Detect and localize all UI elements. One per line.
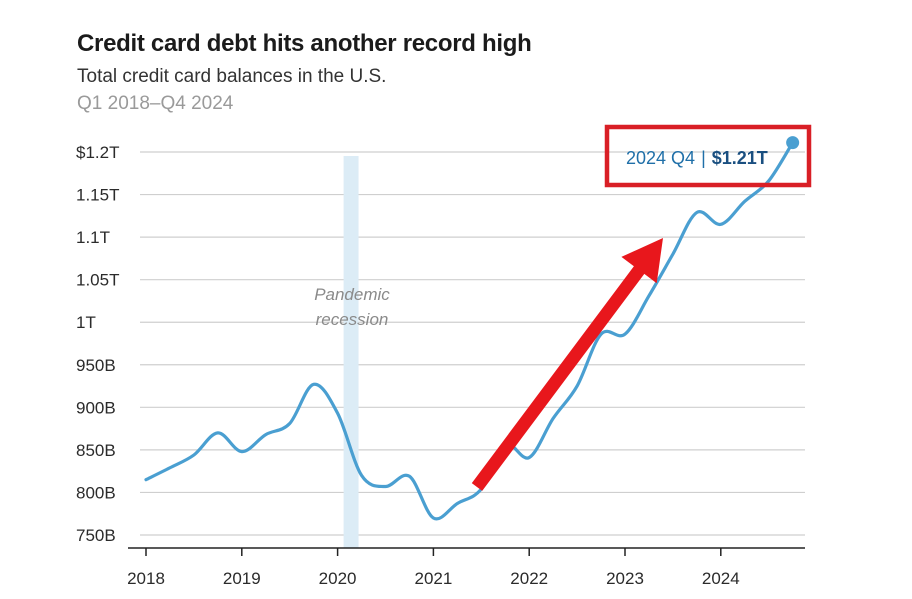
- recession-band: [343, 156, 359, 548]
- callout-text: 2024 Q4 | $1.21T: [626, 148, 768, 168]
- y-tick-label: $1.2T: [76, 143, 119, 162]
- grid-lines: [140, 151, 805, 536]
- y-axis-ticks: 750B 800B 850B 900B 950B 1T 1.05T 1.1T 1.15T $1.2…: [76, 143, 119, 545]
- y-tick-label: 750B: [76, 526, 116, 545]
- y-tick-label: 950B: [76, 356, 116, 375]
- chart-title: Credit card debt hits another record hig…: [77, 30, 532, 57]
- chart-period: Q1 2018–Q4 2024: [77, 93, 234, 114]
- callout-value: $1.21T: [712, 148, 768, 168]
- x-axis: 2018 2019 2020 2021 2022 2023 2024: [127, 547, 805, 588]
- y-tick-label: 1T: [76, 313, 96, 332]
- latest-value-callout: 2024 Q4 | $1.21T: [604, 124, 812, 188]
- x-tick-label: 2022: [510, 569, 548, 588]
- trend-arrow: [471, 238, 663, 491]
- shade-label-line2: recession: [316, 310, 389, 329]
- pandemic-recession-band: Pandemic recession: [314, 156, 390, 548]
- red-arrow: [471, 238, 663, 491]
- callout-box: [604, 124, 812, 188]
- x-tick-label: 2020: [319, 569, 357, 588]
- x-tick-label: 2018: [127, 569, 165, 588]
- credit-balance-line: [144, 141, 795, 521]
- y-tick-label: 1.1T: [76, 228, 110, 247]
- shade-label-line1: Pandemic: [314, 285, 390, 304]
- y-tick-label: 900B: [76, 398, 116, 417]
- latest-point: [786, 136, 800, 150]
- callout-separator: |: [701, 148, 706, 168]
- y-tick-label: 800B: [76, 483, 116, 502]
- series-line: [144, 136, 800, 521]
- x-tick-label: 2021: [414, 569, 452, 588]
- y-tick-label: 1.05T: [76, 271, 119, 290]
- x-tick-label: 2019: [223, 569, 261, 588]
- y-tick-label: 850B: [76, 441, 116, 460]
- y-tick-label: 1.15T: [76, 186, 119, 205]
- x-tick-label: 2024: [702, 569, 740, 588]
- x-tick-label: 2023: [606, 569, 644, 588]
- chart-subtitle: Total credit card balances in the U.S.: [77, 66, 387, 87]
- callout-period: 2024 Q4: [626, 148, 695, 168]
